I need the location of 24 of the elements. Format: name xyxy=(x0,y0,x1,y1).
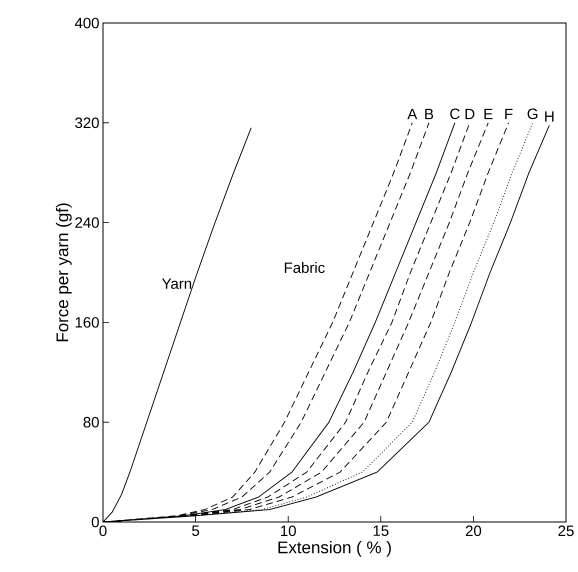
x-tick-label: 0 xyxy=(99,526,107,536)
series-label: B xyxy=(425,108,434,120)
y-tick-label: 0 xyxy=(92,516,99,528)
x-tick-label: 25 xyxy=(558,526,574,536)
series-label: D xyxy=(466,108,474,120)
series-label: Yarn xyxy=(162,278,192,289)
y-axis-title: Force per yarn (gf) xyxy=(56,203,72,342)
series-label: A xyxy=(407,108,418,120)
x-axis-title: Extension ( % ) xyxy=(278,540,391,557)
annotation: Fabric xyxy=(284,262,325,273)
series-label: E xyxy=(484,108,493,120)
x-tick-label: 20 xyxy=(466,526,482,536)
x-tick-label: 10 xyxy=(281,526,296,536)
x-tick-label: 15 xyxy=(374,526,388,536)
series-label: F xyxy=(505,108,513,120)
x-tick-label: 5 xyxy=(192,526,200,536)
series-label: C xyxy=(450,108,460,120)
y-tick-label: 240 xyxy=(75,217,99,228)
y-tick-label: 400 xyxy=(74,18,99,28)
series-label: G xyxy=(528,108,538,120)
y-tick-label: 320 xyxy=(75,118,99,128)
series-label: H xyxy=(545,111,554,122)
y-tick-label: 160 xyxy=(76,317,99,328)
y-tick-label: 80 xyxy=(84,416,99,428)
